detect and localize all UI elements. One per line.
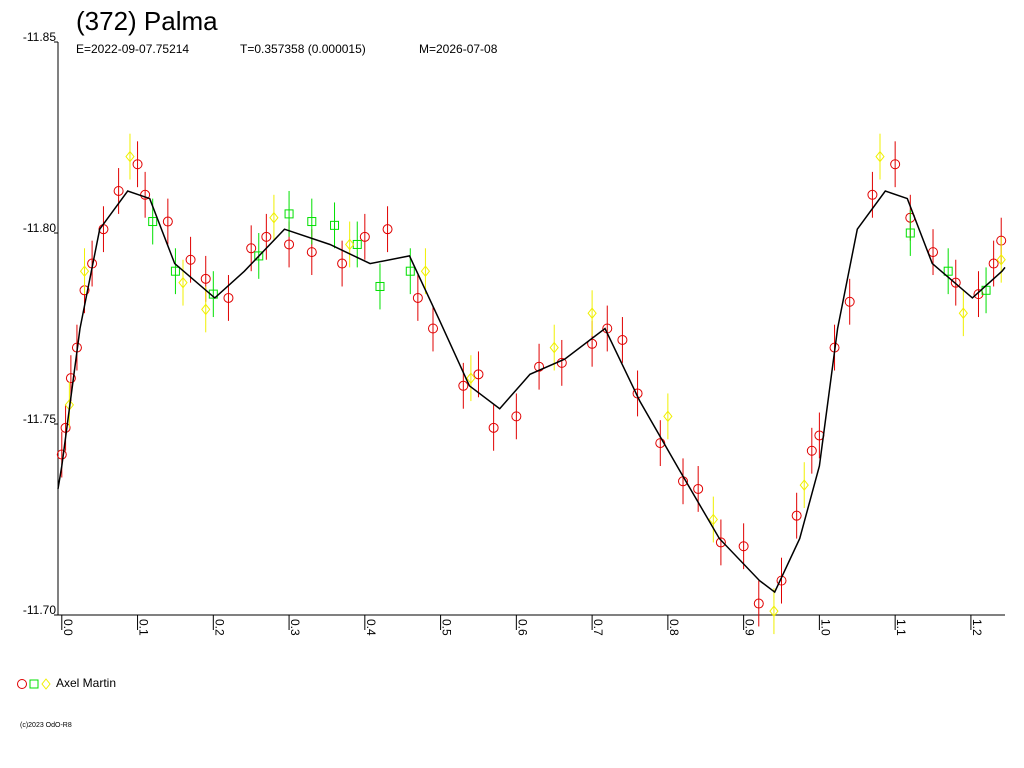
- point: [412, 292, 423, 303]
- x-tick-label: 0.1: [137, 619, 151, 636]
- point: [996, 253, 1006, 266]
- point: [905, 228, 915, 238]
- x-tick-label: 1.1: [894, 619, 908, 636]
- point: [693, 483, 704, 494]
- point: [201, 303, 211, 316]
- x-tick-label: 0.7: [591, 619, 605, 636]
- point: [806, 445, 817, 456]
- point: [420, 265, 431, 278]
- point: [988, 258, 999, 269]
- point: [337, 258, 348, 269]
- legend-symbol: [29, 679, 39, 689]
- legend-symbol: [17, 679, 27, 689]
- point: [791, 510, 802, 521]
- point: [170, 266, 180, 276]
- point: [950, 277, 961, 288]
- point: [549, 341, 559, 354]
- copyright: (c)2023 OdO-R8: [20, 722, 72, 729]
- point: [359, 231, 370, 242]
- point: [125, 150, 135, 163]
- point: [132, 159, 143, 170]
- x-tick-label: 0.4: [364, 619, 378, 636]
- point: [345, 238, 355, 251]
- fit-line: [57, 190, 1006, 594]
- x-tick-label: 0.2: [212, 619, 226, 636]
- y-tick-label: -11.70: [23, 603, 56, 617]
- point: [375, 281, 385, 291]
- point: [867, 189, 878, 200]
- point: [708, 513, 718, 526]
- point: [799, 479, 809, 491]
- point: [148, 217, 158, 227]
- point: [284, 209, 294, 219]
- point: [753, 598, 764, 609]
- point: [261, 231, 272, 242]
- point: [284, 239, 295, 250]
- point: [405, 266, 415, 276]
- x-tick-label: 0.0: [61, 619, 75, 636]
- point: [307, 217, 317, 227]
- subtitle: E=2022-09-07.75214: [76, 42, 189, 56]
- point: [890, 159, 901, 170]
- point: [617, 334, 628, 345]
- point: [488, 422, 499, 433]
- x-tick-label: 0.6: [515, 619, 529, 636]
- point: [663, 410, 673, 423]
- point: [330, 220, 340, 230]
- point: [428, 323, 439, 334]
- point: [79, 265, 90, 278]
- legend-label: Axel Martin: [56, 676, 116, 690]
- point: [269, 211, 279, 224]
- y-tick-label: -11.75: [23, 412, 56, 426]
- x-tick-label: 1.2: [970, 619, 984, 636]
- point: [246, 243, 257, 254]
- y-tick-label: -11.85: [23, 30, 56, 44]
- point: [715, 537, 726, 548]
- point: [200, 273, 211, 284]
- point: [458, 380, 469, 391]
- point: [178, 276, 188, 289]
- point: [162, 216, 173, 227]
- point: [943, 266, 953, 276]
- legend-symbol: [41, 678, 51, 690]
- point: [511, 411, 522, 422]
- point: [655, 438, 666, 449]
- point: [534, 361, 545, 372]
- point: [738, 541, 749, 552]
- point: [185, 254, 196, 265]
- point: [769, 605, 779, 617]
- point: [306, 247, 317, 258]
- point: [56, 449, 67, 460]
- point: [958, 307, 968, 320]
- point: [382, 224, 393, 235]
- x-tick-label: 0.9: [743, 619, 757, 636]
- x-tick-label: 0.8: [667, 619, 681, 636]
- point: [844, 296, 855, 307]
- y-tick-label: -11.80: [23, 221, 56, 235]
- point: [113, 185, 124, 196]
- x-tick-label: 1.0: [818, 619, 832, 636]
- point: [875, 150, 885, 163]
- point: [65, 373, 76, 384]
- x-tick-label: 0.3: [288, 619, 302, 636]
- chart-title: (372) Palma: [76, 6, 218, 36]
- point: [466, 372, 476, 384]
- point: [254, 251, 264, 261]
- subtitle: T=0.357358 (0.000015): [240, 42, 366, 56]
- subtitle: M=2026-07-08: [419, 42, 498, 56]
- point: [473, 369, 484, 380]
- point: [587, 338, 598, 349]
- x-tick-label: 0.5: [440, 619, 454, 636]
- point: [223, 292, 234, 303]
- point: [587, 307, 597, 320]
